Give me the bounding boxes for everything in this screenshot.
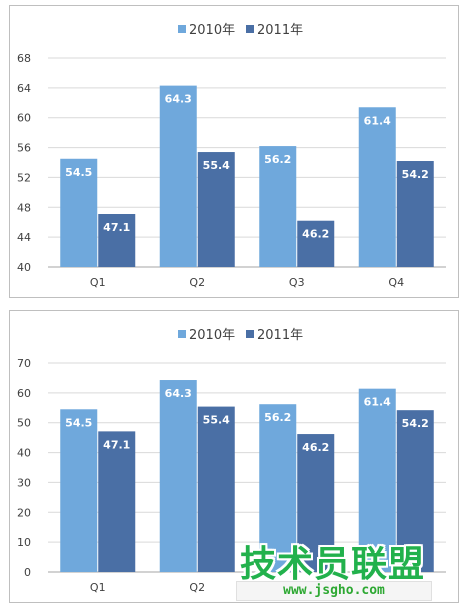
data-label: 64.3 [165,387,192,400]
bar-q3-series-2 [297,220,335,267]
data-label: 54.2 [402,417,429,430]
y-tick-label: 44 [17,231,31,244]
legend-label-1: 2010年 [189,328,235,343]
data-label: 47.1 [103,438,130,451]
y-tick-label: 56 [17,142,31,155]
bar-q1-series-2 [98,431,136,572]
x-tick-label: Q2 [189,581,205,594]
x-tick-label: Q4 [388,276,404,289]
legend-swatch-2 [246,330,254,338]
y-tick-label: 70 [17,357,31,370]
x-tick-label: Q2 [189,276,205,289]
data-label: 46.2 [302,441,329,454]
bar-q3-series-1 [259,404,297,572]
data-label: 56.2 [264,153,291,166]
y-tick-label: 60 [17,112,31,125]
bar-q1-series-1 [60,158,98,267]
legend-label-1: 2010年 [189,23,235,38]
legend: 2010年 2011年 [178,23,303,38]
y-tick-label: 52 [17,171,31,184]
data-label: 61.4 [364,396,391,409]
data-label: 55.4 [203,159,230,172]
legend-swatch-2 [246,25,254,33]
legend-label-2: 2011年 [257,23,303,38]
x-tick-label: Q3 [289,581,305,594]
y-tick-label: 60 [17,387,31,400]
legend-label-2: 2011年 [257,328,303,343]
bar-chart-top: 2010年 2011年 40 44 48 52 56 60 64 68 54.5 47.1 Q1 64.3… [17,23,446,289]
x-tick-label: Q1 [90,276,106,289]
bar-q2-series-2 [197,406,235,572]
bar-q2-series-2 [197,152,235,267]
legend-swatch-1 [178,330,186,338]
y-tick-label: 20 [17,506,31,519]
bar-q3-series-2 [297,434,335,572]
bar-q1-series-2 [98,214,136,267]
bar-q3-series-1 [259,146,297,267]
bar-q2-series-1 [159,85,197,267]
data-label: 61.4 [364,114,391,127]
bar-q1-series-1 [60,409,98,572]
y-tick-label: 30 [17,476,31,489]
y-tick-label: 40 [17,261,31,274]
data-label: 46.2 [302,228,329,241]
data-label: 54.5 [65,416,92,429]
y-tick-label: 50 [17,417,31,430]
y-tick-label: 10 [17,536,31,549]
x-tick-label: Q3 [289,276,305,289]
chart-panel-bottom: 2010年 2011年 0 10 20 30 40 50 60 70 54.5 47.1 Q1 64.3 5… [9,310,459,603]
bar-q2-series-1 [159,380,197,572]
chart-panel-top: 2010年 2011年 40 44 48 52 56 60 64 68 54.5 47.1 Q1 64.3… [9,5,459,298]
data-label: 64.3 [165,93,192,106]
bar-chart-bottom: 2010年 2011年 0 10 20 30 40 50 60 70 54.5 47.1 Q1 64.3 5… [17,328,446,594]
bar-q4-series-2 [396,161,434,267]
x-tick-label: Q4 [388,581,404,594]
bar-q4-series-2 [396,410,434,572]
y-tick-label: 48 [17,201,31,214]
y-tick-label: 0 [24,566,31,579]
data-label: 56.2 [264,411,291,424]
x-tick-label: Q1 [90,581,106,594]
bar-q4-series-1 [358,388,396,572]
data-label: 55.4 [203,414,230,427]
data-label: 54.5 [65,166,92,179]
data-label: 47.1 [103,221,130,234]
bar-q4-series-1 [358,107,396,267]
y-tick-label: 68 [17,52,31,65]
y-tick-label: 40 [17,447,31,460]
legend: 2010年 2011年 [178,328,303,343]
data-label: 54.2 [402,168,429,181]
legend-swatch-1 [178,25,186,33]
y-tick-label: 64 [17,82,31,95]
